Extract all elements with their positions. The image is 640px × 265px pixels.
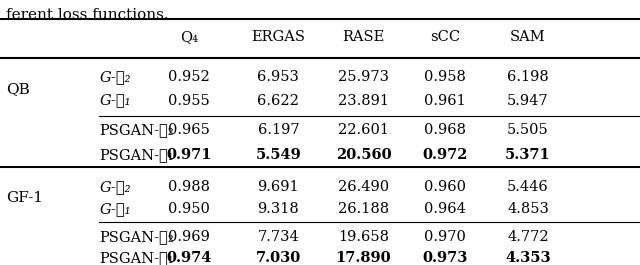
Text: 5.549: 5.549 [255,148,301,162]
Text: PSGAN-ℓ₁: PSGAN-ℓ₁ [99,148,174,162]
Text: 22.601: 22.601 [338,123,389,137]
Text: 0.960: 0.960 [424,180,466,194]
Text: 0.970: 0.970 [424,230,466,244]
Text: 0.973: 0.973 [422,251,467,265]
Text: 17.890: 17.890 [336,251,391,265]
Text: 9.691: 9.691 [257,180,300,194]
Text: 26.188: 26.188 [338,202,389,217]
Text: 4.772: 4.772 [507,230,549,244]
Text: 19.658: 19.658 [338,230,389,244]
Text: 7.734: 7.734 [257,230,300,244]
Text: sCC: sCC [429,30,460,45]
Text: G-ℓ₁: G-ℓ₁ [99,94,131,108]
Text: 6.197: 6.197 [257,123,300,137]
Text: ERGAS: ERGAS [252,30,305,45]
Text: 7.030: 7.030 [256,251,301,265]
Text: 0.955: 0.955 [168,94,210,108]
Text: ferent loss functions.: ferent loss functions. [6,8,169,22]
Text: 0.965: 0.965 [168,123,210,137]
Text: 5.446: 5.446 [507,180,549,194]
Text: 6.953: 6.953 [257,70,300,84]
Text: 26.490: 26.490 [338,180,389,194]
Text: 25.973: 25.973 [338,70,389,84]
Text: PSGAN-ℓ₁: PSGAN-ℓ₁ [99,251,174,265]
Text: 20.560: 20.560 [336,148,391,162]
Text: QB: QB [6,82,30,96]
Text: 5.371: 5.371 [505,148,551,162]
Text: 4.353: 4.353 [505,251,551,265]
Text: 0.958: 0.958 [424,70,466,84]
Text: 5.947: 5.947 [507,94,549,108]
Text: 6.622: 6.622 [257,94,300,108]
Text: RASE: RASE [342,30,385,45]
Text: 0.950: 0.950 [168,202,210,217]
Text: 0.971: 0.971 [166,148,212,162]
Text: 0.964: 0.964 [424,202,466,217]
Text: 4.853: 4.853 [507,202,549,217]
Text: SAM: SAM [510,30,546,45]
Text: PSGAN-ℓ₂: PSGAN-ℓ₂ [99,123,174,137]
Text: 0.969: 0.969 [168,230,210,244]
Text: GF-1: GF-1 [6,191,44,205]
Text: G-ℓ₁: G-ℓ₁ [99,202,131,217]
Text: 0.972: 0.972 [422,148,468,162]
Text: 0.961: 0.961 [424,94,466,108]
Text: 0.952: 0.952 [168,70,210,84]
Text: 5.505: 5.505 [507,123,549,137]
Text: G-ℓ₂: G-ℓ₂ [99,180,131,194]
Text: Q₄: Q₄ [180,30,198,45]
Text: PSGAN-ℓ₂: PSGAN-ℓ₂ [99,230,174,244]
Text: 9.318: 9.318 [257,202,300,217]
Text: 6.198: 6.198 [507,70,549,84]
Text: 0.974: 0.974 [166,251,211,265]
Text: G-ℓ₂: G-ℓ₂ [99,70,131,84]
Text: 0.988: 0.988 [168,180,210,194]
Text: 0.968: 0.968 [424,123,466,137]
Text: 23.891: 23.891 [338,94,389,108]
